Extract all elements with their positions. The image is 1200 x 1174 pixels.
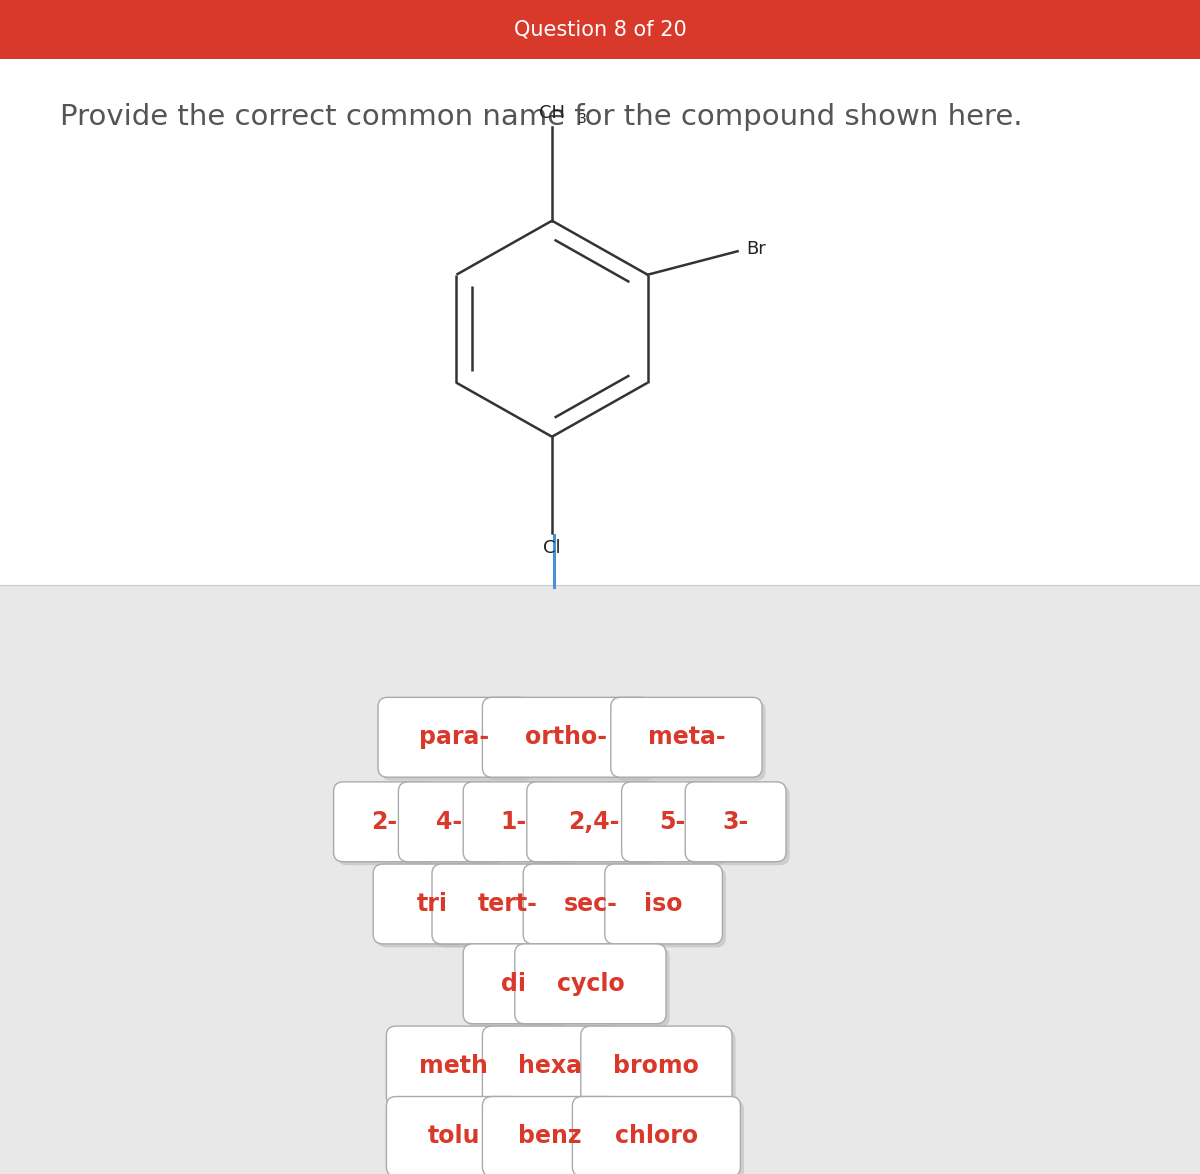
FancyBboxPatch shape xyxy=(530,785,665,865)
FancyBboxPatch shape xyxy=(398,782,499,862)
FancyBboxPatch shape xyxy=(611,697,762,777)
Text: para-: para- xyxy=(419,726,488,749)
Text: CH: CH xyxy=(539,104,565,122)
FancyBboxPatch shape xyxy=(390,1100,524,1174)
FancyBboxPatch shape xyxy=(482,697,650,777)
FancyBboxPatch shape xyxy=(614,701,766,781)
FancyBboxPatch shape xyxy=(605,864,722,944)
Text: tert-: tert- xyxy=(478,892,538,916)
Text: 5-: 5- xyxy=(659,810,685,834)
FancyBboxPatch shape xyxy=(337,785,438,865)
FancyBboxPatch shape xyxy=(463,782,564,862)
Text: bromo: bromo xyxy=(613,1054,700,1078)
Text: cyclo: cyclo xyxy=(557,972,624,996)
Text: meth: meth xyxy=(419,1054,488,1078)
Text: 3-: 3- xyxy=(722,810,749,834)
Text: 1-: 1- xyxy=(500,810,527,834)
Text: 3: 3 xyxy=(578,112,587,126)
FancyBboxPatch shape xyxy=(386,1097,521,1174)
FancyBboxPatch shape xyxy=(382,701,533,781)
FancyBboxPatch shape xyxy=(0,585,1200,1174)
FancyBboxPatch shape xyxy=(486,701,654,781)
FancyBboxPatch shape xyxy=(486,1030,620,1109)
Text: ortho-: ortho- xyxy=(526,726,607,749)
FancyBboxPatch shape xyxy=(482,1026,617,1106)
FancyBboxPatch shape xyxy=(625,785,726,865)
Text: 2,4-: 2,4- xyxy=(569,810,619,834)
Text: tolu: tolu xyxy=(427,1125,480,1148)
Text: 2-: 2- xyxy=(371,810,397,834)
FancyBboxPatch shape xyxy=(518,947,670,1027)
Text: meta-: meta- xyxy=(648,726,725,749)
FancyBboxPatch shape xyxy=(527,782,661,862)
FancyBboxPatch shape xyxy=(515,944,666,1024)
Text: di: di xyxy=(502,972,526,996)
FancyBboxPatch shape xyxy=(373,864,491,944)
FancyBboxPatch shape xyxy=(334,782,434,862)
FancyBboxPatch shape xyxy=(436,868,587,947)
FancyBboxPatch shape xyxy=(584,1030,736,1109)
FancyBboxPatch shape xyxy=(402,785,503,865)
FancyBboxPatch shape xyxy=(0,0,1200,59)
FancyBboxPatch shape xyxy=(432,864,583,944)
FancyBboxPatch shape xyxy=(576,1100,744,1174)
Text: iso: iso xyxy=(644,892,683,916)
FancyBboxPatch shape xyxy=(467,785,568,865)
FancyBboxPatch shape xyxy=(622,782,722,862)
FancyBboxPatch shape xyxy=(386,1026,521,1106)
FancyBboxPatch shape xyxy=(463,944,564,1024)
FancyBboxPatch shape xyxy=(527,868,661,947)
Text: tri: tri xyxy=(416,892,448,916)
Text: benz: benz xyxy=(518,1125,581,1148)
FancyBboxPatch shape xyxy=(377,868,494,947)
Text: chloro: chloro xyxy=(614,1125,698,1148)
Text: Br: Br xyxy=(746,239,766,258)
Text: hexa: hexa xyxy=(517,1054,582,1078)
FancyBboxPatch shape xyxy=(390,1030,524,1109)
Text: 4-: 4- xyxy=(436,810,462,834)
FancyBboxPatch shape xyxy=(685,782,786,862)
Text: sec-: sec- xyxy=(564,892,617,916)
FancyBboxPatch shape xyxy=(482,1097,617,1174)
FancyBboxPatch shape xyxy=(689,785,790,865)
FancyBboxPatch shape xyxy=(467,947,568,1027)
Text: Cl: Cl xyxy=(544,539,560,556)
FancyBboxPatch shape xyxy=(523,864,658,944)
FancyBboxPatch shape xyxy=(378,697,529,777)
FancyBboxPatch shape xyxy=(581,1026,732,1106)
Text: Question 8 of 20: Question 8 of 20 xyxy=(514,19,686,40)
FancyBboxPatch shape xyxy=(572,1097,740,1174)
FancyBboxPatch shape xyxy=(0,0,1200,585)
FancyBboxPatch shape xyxy=(608,868,726,947)
FancyBboxPatch shape xyxy=(486,1100,620,1174)
Text: Provide the correct common name for the compound shown here.: Provide the correct common name for the … xyxy=(60,103,1022,131)
